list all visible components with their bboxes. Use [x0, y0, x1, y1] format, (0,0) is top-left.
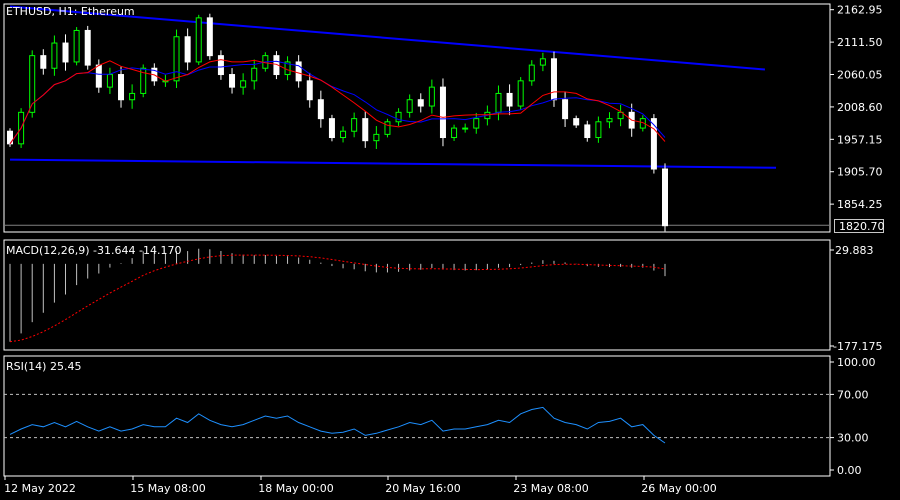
candle-bull — [140, 67, 147, 94]
candle-bull — [340, 130, 347, 139]
trendline — [9, 158, 777, 169]
candle-bull — [406, 99, 413, 113]
candle-bear — [84, 29, 91, 66]
time-tick-label: 23 May 08:00 — [513, 482, 588, 495]
main-panel-frame — [3, 3, 831, 233]
candle-bull — [462, 127, 469, 130]
candle-bull — [451, 127, 458, 139]
price-tick-label: 1957.15 — [837, 133, 883, 146]
price-tick-label: 2008.60 — [837, 101, 883, 114]
macd-panel-frame — [3, 239, 831, 351]
time-tick-label: 20 May 16:00 — [385, 482, 460, 495]
candle-bull — [495, 92, 502, 113]
candle-bull — [51, 42, 58, 69]
candle-bull — [395, 111, 402, 123]
candle-bear — [550, 58, 557, 101]
candle-bull — [240, 80, 247, 88]
candle-bull — [606, 118, 613, 123]
candle-bull — [351, 118, 358, 132]
chart-title: ETHUSD, H1: Ethereum — [6, 5, 135, 18]
rsi-tick-label: 30.00 — [837, 432, 869, 445]
candle-bear — [62, 42, 69, 63]
candle-bear — [650, 118, 657, 170]
candle-bull — [195, 17, 202, 63]
candle-bear — [95, 64, 102, 88]
price-tick-label: 1905.70 — [837, 166, 883, 179]
rsi-tick-label: 70.00 — [837, 388, 869, 401]
candle-bear — [40, 55, 47, 69]
candle-bear — [229, 74, 236, 88]
candle-bear — [7, 130, 13, 145]
macd-tick-label: 29.883 — [835, 244, 874, 257]
candle-bear — [306, 80, 313, 101]
candle-bull — [428, 86, 435, 107]
candle-bear — [362, 118, 369, 142]
candle-bull — [617, 111, 624, 120]
moving-average-fast — [9, 59, 666, 145]
rsi-tick-label: 100.00 — [837, 356, 876, 369]
time-tick-label: 26 May 00:00 — [641, 482, 716, 495]
trendline — [9, 5, 765, 71]
price-tick-label: 2060.05 — [837, 69, 883, 82]
candle-bull — [73, 29, 80, 63]
candle-bull — [528, 64, 535, 82]
candle-bear — [317, 99, 324, 120]
candle-bear — [506, 92, 513, 107]
candle-bull — [517, 80, 524, 107]
candle-bear — [573, 118, 580, 126]
time-tick-label: 18 May 00:00 — [258, 482, 333, 495]
candle-bull — [251, 67, 258, 82]
candle-bear — [295, 61, 302, 82]
candle-bull — [373, 133, 380, 142]
candle-bear — [328, 118, 335, 139]
candle-bear — [206, 17, 213, 57]
candle-bear — [118, 74, 125, 101]
candle-bear — [439, 86, 446, 139]
rsi-line — [9, 406, 666, 444]
candle-bear — [562, 99, 569, 120]
time-tick-label: 12 May 2022 — [4, 482, 76, 495]
candle-bear — [184, 36, 191, 63]
macd-title: MACD(12,26,9) -31.644 -14.170 — [6, 244, 182, 257]
rsi-tick-label: 0.00 — [837, 464, 862, 477]
price-tick-label: 1854.25 — [837, 198, 883, 211]
moving-average-slow — [9, 60, 666, 145]
candle-bull — [173, 36, 180, 82]
macd-signal-line — [9, 254, 666, 343]
price-tick-label: 2162.95 — [837, 4, 883, 17]
rsi-panel-frame — [3, 355, 831, 477]
time-tick-label: 15 May 08:00 — [130, 482, 205, 495]
candle-bear — [662, 168, 668, 227]
price-tick-label: 2111.50 — [837, 36, 883, 49]
candle-bull — [639, 118, 646, 129]
candle-bull — [539, 58, 546, 66]
macd-tick-label: -177.175 — [833, 340, 882, 353]
candle-bear — [217, 55, 224, 76]
candle-bull — [129, 92, 136, 101]
candle-bull — [29, 55, 36, 113]
rsi-title: RSI(14) 25.45 — [6, 360, 82, 373]
candle-bull — [106, 74, 113, 88]
current-price-badge: 1820.70 — [834, 219, 885, 233]
candle-bear — [584, 124, 591, 139]
candle-bull — [595, 121, 602, 139]
candle-bull — [384, 121, 391, 135]
candle-bear — [417, 99, 424, 107]
candle-bull — [473, 118, 480, 129]
